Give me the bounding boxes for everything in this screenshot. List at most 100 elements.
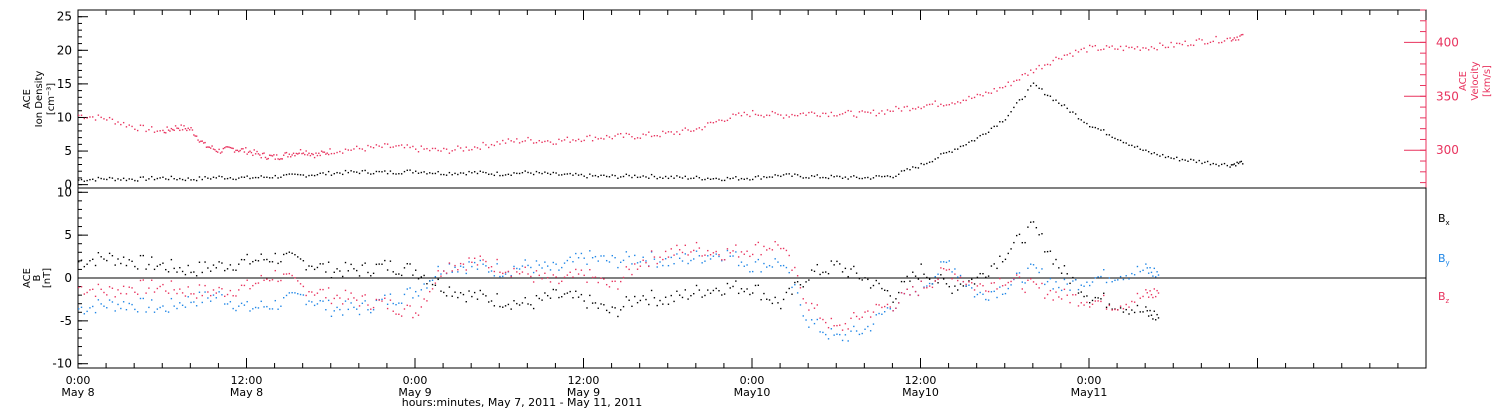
bz-series-point (659, 256, 661, 258)
bx-series-point (431, 283, 434, 286)
by-series-point (426, 287, 428, 289)
velocity-series-point (1242, 33, 1244, 36)
bx-series-point (417, 278, 420, 280)
velocity-series-point (136, 129, 139, 132)
velocity-series-point (183, 125, 185, 127)
velocity-series-point (212, 148, 215, 150)
density-series-point (1201, 162, 1203, 165)
bx-series-point (1086, 295, 1088, 297)
density-series-point (1077, 118, 1080, 120)
by-series-point (656, 266, 658, 268)
velocity-series-point (690, 130, 692, 133)
velocity-series-point (1035, 68, 1038, 70)
bz-series-point (1018, 276, 1021, 278)
velocity-series-point (979, 94, 981, 96)
by-series-point (221, 294, 223, 296)
density-series-point (650, 173, 653, 176)
bz-series-point (1074, 294, 1077, 296)
velocity-series-point (485, 144, 487, 146)
ylabel-right: ACE (1458, 71, 1469, 91)
density-series-point (389, 170, 392, 172)
bx-series-point (1038, 234, 1040, 236)
velocity-series-point (320, 150, 323, 152)
by-series (78, 249, 1160, 342)
velocity-series-point (232, 147, 234, 150)
bx-series-point (735, 280, 737, 282)
by-series-point (1122, 278, 1125, 281)
by-series-point (937, 273, 939, 275)
bz-series-point (431, 288, 434, 290)
density-series-point (656, 177, 658, 180)
by-series-point (639, 261, 642, 263)
bx-series-point (131, 260, 133, 263)
density-series-point (979, 134, 981, 137)
velocity-series-point (555, 143, 557, 145)
bz-series-point (1080, 302, 1082, 304)
by-series-point (1091, 281, 1094, 283)
bz-series-point (912, 286, 914, 288)
density-series-point (788, 173, 790, 175)
velocity-series-point (659, 135, 661, 138)
by-series-point (698, 255, 701, 257)
bx-series-point (1027, 226, 1029, 228)
velocity-series-point (103, 118, 105, 120)
density-series-point (1195, 161, 1198, 164)
bz-series-point (839, 324, 841, 326)
density-series-point (827, 177, 830, 180)
velocity-series-point (1218, 42, 1220, 44)
bx-series-point (229, 264, 232, 266)
bx-series-point (653, 297, 656, 299)
by-series-point (1146, 267, 1148, 269)
by-series-point (412, 297, 414, 299)
velocity-series-point (942, 105, 945, 107)
bx-series-point (395, 273, 397, 275)
bz-series-point (1077, 305, 1080, 307)
by-series-point (707, 255, 709, 257)
bz-series-point (179, 288, 181, 290)
velocity-series-point (339, 150, 341, 153)
velocity-series-point (151, 126, 153, 128)
by-series-point (482, 263, 484, 265)
density-series-point (375, 170, 378, 173)
by-series-point (111, 301, 114, 303)
x-tick-time: 0:00 (66, 374, 91, 387)
density-series-point (400, 173, 403, 175)
bx-series-point (521, 302, 524, 304)
bx-series-point (364, 262, 366, 264)
by-series-point (226, 303, 229, 305)
velocity-series-point (323, 151, 326, 153)
by-series-point (389, 293, 392, 295)
velocity-series-point (521, 140, 524, 143)
bz-series-point (271, 279, 274, 281)
by-series-point (926, 285, 928, 287)
bx-series-point (297, 256, 299, 258)
y-tick-label: -10 (52, 357, 72, 371)
density-series-point (774, 174, 776, 176)
density-series-point (771, 176, 774, 178)
by-series-point (614, 257, 616, 259)
bx-series-point (836, 260, 838, 263)
by-series-point (620, 261, 622, 263)
bx-series-point (462, 293, 465, 296)
bz-series-point (1157, 292, 1160, 294)
bx-series-point (97, 252, 100, 254)
velocity-series-point (513, 141, 515, 143)
bz-series-point (288, 272, 291, 275)
by-series-point (631, 263, 633, 265)
velocity-series-point (844, 111, 847, 114)
density-series-point (721, 179, 723, 182)
bx-series-point (254, 259, 257, 262)
velocity-series-point (898, 107, 900, 110)
bz-series-point (1133, 301, 1136, 303)
velocity-series-point (386, 143, 389, 145)
bx-series-point (339, 270, 341, 272)
bx-series-point (763, 292, 765, 295)
bz-series-point (403, 308, 406, 310)
velocity-series-point (291, 154, 293, 156)
bx-series-point (695, 284, 698, 287)
velocity-series-point (687, 129, 689, 131)
bx-series-point (920, 263, 922, 265)
by-series-point (957, 276, 959, 278)
density-series-point (1086, 122, 1088, 125)
bx-series-point (386, 269, 389, 271)
